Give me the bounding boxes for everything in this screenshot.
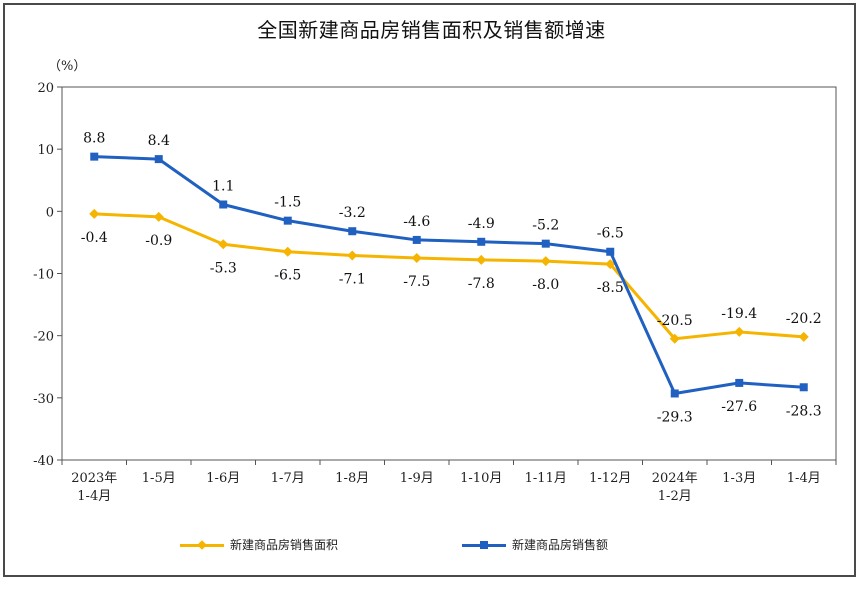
data-point-area [734, 326, 745, 337]
data-label-area: -5.3 [210, 260, 237, 276]
legend-item-sales: 新建商品房销售额 [462, 536, 608, 553]
x-tick-label: 1-4月 [787, 471, 821, 486]
data-point-sales [541, 239, 550, 248]
x-tick-label: 2023年 1-4月 [71, 471, 117, 504]
data-point-area [798, 331, 809, 342]
legend-swatch-area [180, 538, 224, 552]
data-label-area: -8.5 [597, 280, 624, 296]
data-label-area: -8.0 [532, 277, 559, 293]
data-label-sales: -27.6 [721, 399, 757, 415]
y-tick-label: -10 [33, 268, 54, 283]
data-label-sales: -28.3 [786, 403, 822, 419]
data-point-area [153, 211, 164, 222]
chart-title: 全国新建商品房销售面积及销售额增速 [257, 18, 606, 42]
data-label-area: -0.9 [145, 233, 172, 249]
y-tick-label: 20 [37, 81, 54, 96]
data-label-area: -7.8 [468, 276, 495, 292]
chart-frame: 全国新建商品房销售面积及销售额增速 [3, 3, 856, 577]
y-tick-label: 10 [37, 143, 54, 158]
data-point-sales [348, 227, 357, 236]
x-tick-label: 1-3月 [722, 471, 756, 486]
data-point-area [476, 254, 487, 265]
x-tick-label: 1-7月 [271, 471, 305, 486]
x-tick-label: 1-8月 [335, 471, 369, 486]
data-label-sales: -3.2 [339, 205, 366, 221]
data-point-sales [154, 155, 163, 164]
legend-swatch-sales [462, 538, 506, 552]
data-point-area [540, 256, 551, 267]
data-point-area [411, 252, 422, 263]
x-tick-label: 1-11月 [525, 471, 567, 486]
data-label-area: -19.4 [721, 306, 757, 322]
x-tick-label: 1-5月 [142, 471, 176, 486]
data-label-sales: 8.4 [148, 133, 170, 149]
data-point-sales [606, 247, 615, 256]
data-point-area [89, 208, 100, 219]
data-label-area: -6.5 [274, 268, 301, 284]
data-label-sales: -6.5 [597, 226, 624, 242]
data-label-area: -7.5 [403, 274, 430, 290]
data-label-sales: 8.8 [83, 131, 105, 147]
x-tick-label: 1-9月 [400, 471, 434, 486]
x-tick-label: 2024年 1-2月 [652, 471, 698, 504]
data-point-sales [735, 378, 744, 387]
data-label-sales: -4.9 [468, 216, 495, 232]
data-point-area [669, 333, 680, 344]
data-point-sales [90, 152, 99, 161]
y-tick-label: -20 [33, 330, 54, 345]
data-point-sales [283, 216, 292, 225]
series-line-area [94, 212, 804, 341]
data-point-area [218, 239, 229, 250]
series-line-sales [94, 155, 804, 395]
data-point-area [347, 250, 358, 261]
x-tick-label: 1-6月 [206, 471, 240, 486]
y-tick-label: -40 [33, 454, 54, 469]
data-point-sales [412, 235, 421, 244]
data-point-sales [799, 383, 808, 392]
data-point-area [282, 246, 293, 257]
axes: -40 -30 -20 -10 0 10 20 2023年 1-4月 1-5月 1-6月 1-7月 1-… [33, 81, 837, 504]
data-label-area: -20.2 [786, 311, 822, 327]
y-tick-label: -30 [33, 392, 54, 407]
legend-label-sales: 新建商品房销售额 [512, 538, 609, 552]
data-label-sales: -29.3 [657, 409, 693, 425]
plot-border [61, 86, 837, 461]
data-label-area: -20.5 [657, 313, 693, 329]
data-point-sales [219, 200, 228, 209]
data-label-area: -7.1 [339, 271, 366, 287]
legend-label-area: 新建商品房销售面积 [230, 538, 339, 552]
data-label-sales: -4.6 [403, 214, 430, 230]
y-axis-unit: （%） [48, 59, 87, 74]
data-label-sales: -5.2 [532, 218, 559, 234]
data-label-sales: 1.1 [212, 178, 234, 194]
data-label-sales: -1.5 [274, 195, 301, 211]
data-point-sales [670, 389, 679, 398]
x-tick-label: 1-10月 [460, 471, 502, 486]
data-point-area [605, 259, 616, 270]
x-tick-label: 1-12月 [589, 471, 631, 486]
legend-item-area: 新建商品房销售面积 [180, 536, 338, 553]
data-point-sales [477, 237, 486, 246]
series-layer [89, 152, 809, 398]
y-tick-label: 0 [46, 205, 54, 220]
data-labels: -0.4 -0.9 -5.3 -6.5 -7.1 -7.5 -7.8 -8.0 -8.5 -20.… [81, 131, 822, 426]
data-label-area: -0.4 [81, 230, 108, 246]
